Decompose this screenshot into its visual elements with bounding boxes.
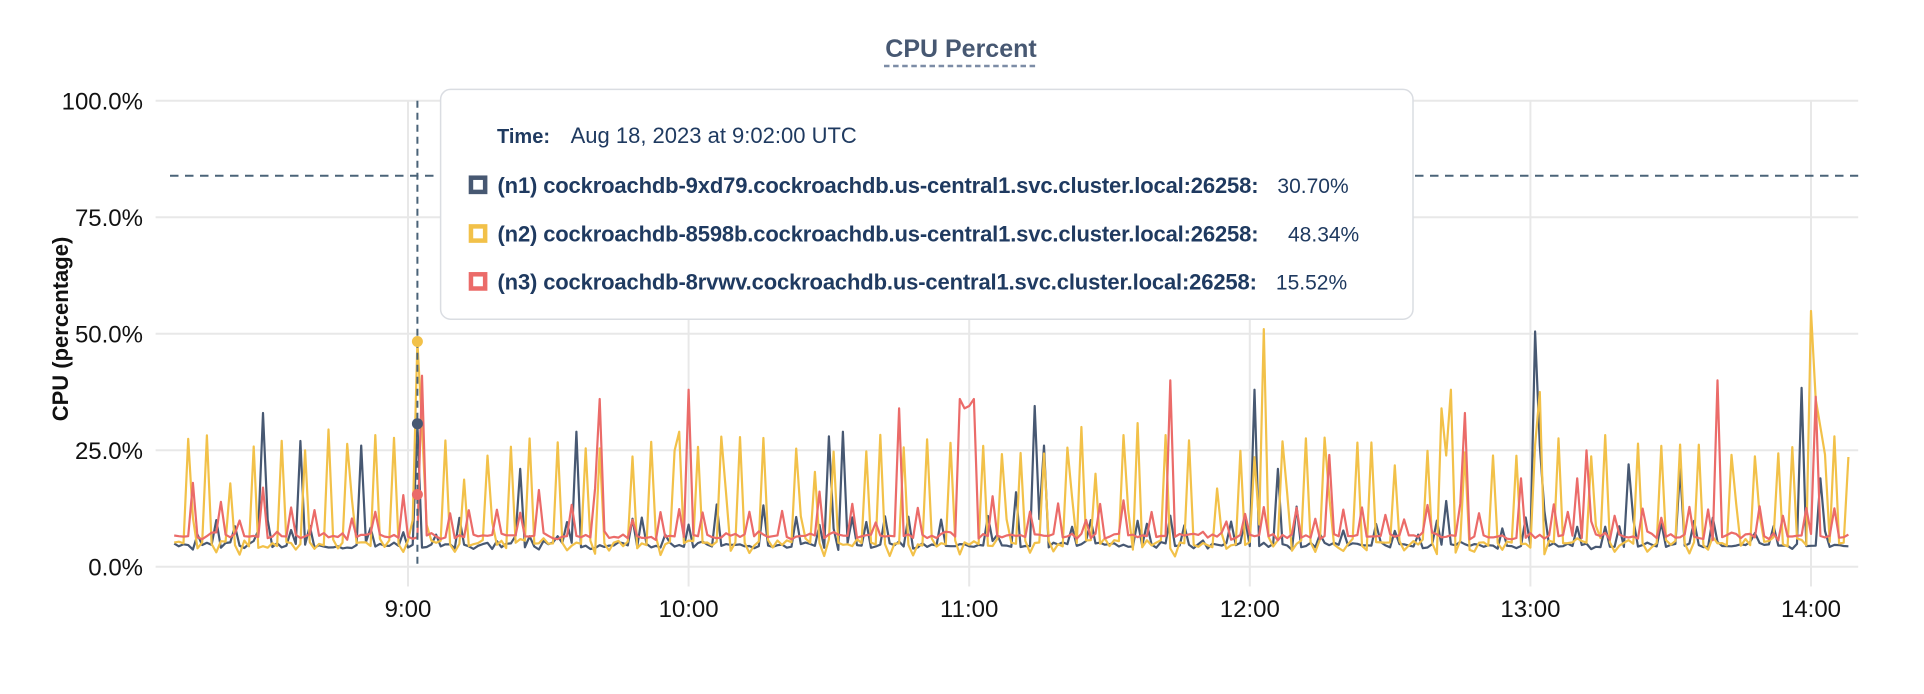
- svg-text:Aug 18, 2023 at 9:02:00 UTC: Aug 18, 2023 at 9:02:00 UTC: [571, 123, 857, 148]
- svg-text:11:00: 11:00: [940, 596, 998, 623]
- svg-text:13:00: 13:00: [1500, 596, 1560, 623]
- svg-text:(n3) cockroachdb-8rvwv.cockroa: (n3) cockroachdb-8rvwv.cockroachdb.us-ce…: [498, 269, 1348, 294]
- svg-text:25.0%: 25.0%: [75, 438, 143, 465]
- svg-text:(n2) cockroachdb-8598b.cockroa: (n2) cockroachdb-8598b.cockroachdb.us-ce…: [498, 222, 1360, 247]
- svg-text:CPU (percentage): CPU (percentage): [48, 237, 73, 422]
- svg-text:12:00: 12:00: [1220, 596, 1280, 623]
- svg-text:50.0%: 50.0%: [75, 321, 143, 348]
- svg-text:9:00: 9:00: [385, 596, 432, 623]
- svg-text:14:00: 14:00: [1781, 596, 1841, 623]
- svg-text:0.0%: 0.0%: [88, 554, 143, 581]
- svg-text:10:00: 10:00: [659, 596, 719, 623]
- svg-text:CPU Percent: CPU Percent: [885, 35, 1037, 63]
- svg-text:75.0%: 75.0%: [75, 205, 143, 232]
- svg-text:Time:: Time:: [497, 126, 550, 148]
- svg-text:100.0%: 100.0%: [62, 88, 143, 115]
- svg-text:(n1) cockroachdb-9xd79.cockroa: (n1) cockroachdb-9xd79.cockroachdb.us-ce…: [498, 173, 1349, 198]
